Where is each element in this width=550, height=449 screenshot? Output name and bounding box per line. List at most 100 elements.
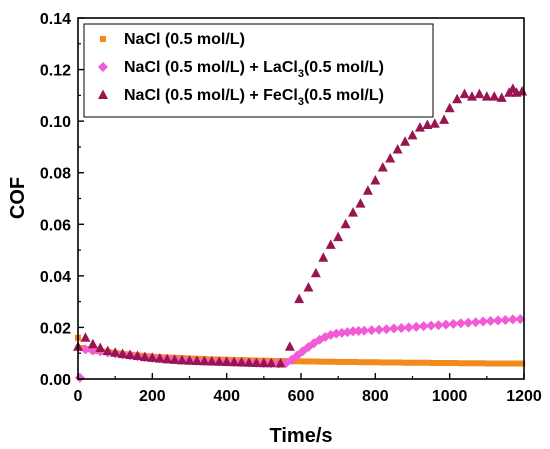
- diamond-point: [348, 326, 359, 337]
- square-point: [402, 359, 409, 366]
- triangle-point: [385, 153, 396, 163]
- square-point: [307, 358, 314, 365]
- square-point: [452, 360, 459, 367]
- triangle-point: [251, 357, 262, 368]
- triangle-point: [229, 356, 240, 367]
- square-point: [502, 360, 509, 367]
- square-point: [374, 359, 381, 366]
- triangle-point: [474, 88, 485, 99]
- diamond-point: [433, 320, 444, 331]
- triangle-point: [303, 281, 314, 292]
- triangle-point: [370, 174, 381, 185]
- diamond-point: [426, 320, 437, 331]
- y-axis-title: COF: [7, 177, 29, 219]
- square-point: [379, 359, 386, 366]
- legend-marker-diamond: [98, 62, 108, 72]
- square-point: [468, 360, 475, 367]
- triangle-point: [87, 338, 98, 349]
- square-point: [329, 358, 336, 365]
- triangle-point: [362, 185, 373, 195]
- x-tick-label: 800: [362, 388, 389, 405]
- square-point: [340, 358, 347, 365]
- diamond-point: [80, 344, 91, 355]
- triangle-point: [243, 357, 254, 367]
- triangle-point: [206, 355, 217, 366]
- y-tick-label: 0.00: [40, 372, 71, 389]
- square-point: [496, 360, 503, 367]
- diamond-point: [388, 323, 399, 334]
- square-point: [190, 355, 197, 362]
- square-point: [390, 359, 397, 366]
- square-point: [435, 360, 442, 367]
- triangle-point: [325, 239, 336, 249]
- diamond-point: [515, 314, 526, 325]
- diamond-point: [448, 318, 459, 329]
- diamond-point: [366, 325, 377, 336]
- triangle-point: [162, 353, 173, 364]
- square-point: [446, 360, 453, 367]
- legend-marker-triangle: [98, 89, 108, 99]
- square-point: [507, 360, 514, 367]
- triangle-point: [439, 114, 450, 124]
- triangle-point: [258, 357, 269, 368]
- triangle-point: [489, 91, 500, 101]
- diamond-point: [455, 318, 466, 329]
- y-tick-label: 0.02: [40, 320, 71, 337]
- square-point: [457, 360, 464, 367]
- square-point: [385, 359, 392, 366]
- triangle-point: [496, 92, 507, 102]
- square-point: [357, 359, 364, 366]
- triangle-point: [333, 231, 344, 242]
- triangle-point: [221, 356, 232, 366]
- triangle-point: [95, 342, 106, 353]
- square-point: [463, 360, 470, 367]
- y-tick-label: 0.14: [40, 11, 71, 28]
- triangle-point: [132, 350, 143, 361]
- y-tick-label: 0.12: [40, 63, 71, 80]
- square-point: [513, 360, 520, 367]
- diamond-point: [440, 319, 451, 330]
- triangle-point: [400, 136, 411, 146]
- square-point: [363, 359, 370, 366]
- y-tick-label: 0.08: [40, 166, 71, 183]
- legend-label: NaCl (0.5 mol/L) + FeCl3(0.5 mol/L): [124, 87, 384, 108]
- diamond-point: [470, 317, 481, 328]
- y-tick-label: 0.10: [40, 114, 71, 131]
- diamond-point: [463, 317, 474, 328]
- diamond-point: [418, 321, 429, 332]
- square-point: [212, 356, 219, 363]
- square-point: [301, 358, 308, 365]
- square-point: [491, 360, 498, 367]
- diamond-point: [411, 321, 422, 332]
- triangle-point: [414, 122, 425, 132]
- x-tick-label: 1200: [506, 388, 542, 405]
- legend-box: [83, 23, 434, 118]
- diamond-point: [492, 315, 503, 326]
- legend-label: NaCl (0.5 mol/L) + LaCl3(0.5 mol/L): [124, 59, 384, 80]
- triangle-point: [377, 162, 388, 172]
- triangle-point: [355, 198, 366, 208]
- square-point: [351, 358, 358, 365]
- triangle-point: [177, 354, 188, 365]
- triangle-point: [102, 345, 113, 356]
- series-layer: [73, 83, 528, 383]
- square-point: [234, 357, 241, 364]
- square-point: [424, 359, 431, 366]
- square-point: [441, 360, 448, 367]
- triangle-point: [169, 354, 180, 364]
- square-point: [474, 360, 481, 367]
- triangle-point: [429, 118, 440, 128]
- triangle-point: [147, 352, 158, 362]
- diamond-point: [507, 314, 518, 325]
- diamond-point: [403, 322, 414, 333]
- triangle-point: [340, 218, 351, 229]
- x-tick-label: 600: [288, 388, 315, 405]
- square-point: [312, 358, 319, 365]
- square-point: [167, 354, 174, 361]
- diamond-point: [478, 316, 489, 327]
- triangle-point: [117, 348, 128, 358]
- legend-label: NaCl (0.5 mol/L): [124, 31, 245, 48]
- square-point: [257, 357, 264, 364]
- triangle-point: [191, 355, 202, 365]
